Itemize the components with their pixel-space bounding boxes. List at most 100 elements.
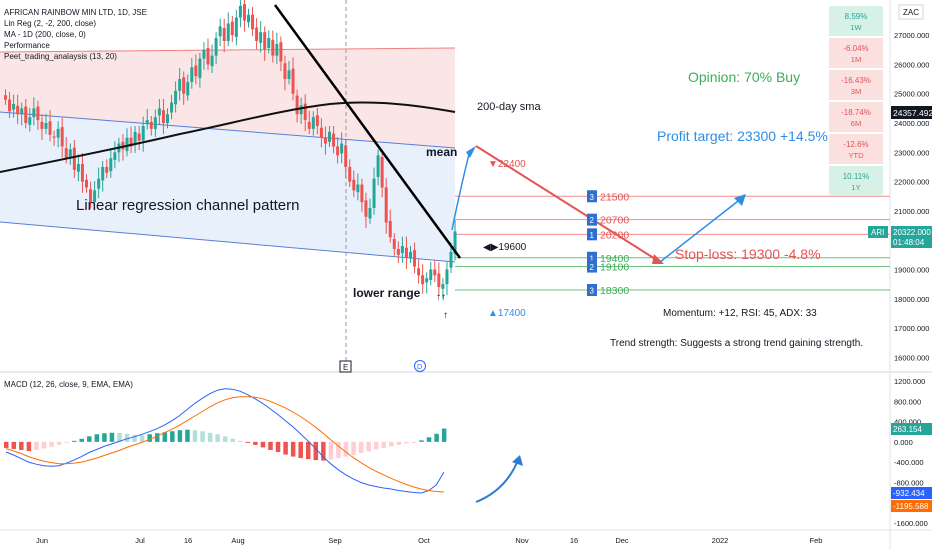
- macd-histogram-bar: [41, 441, 47, 449]
- candle-body: [89, 189, 93, 203]
- indicator-peet[interactable]: Peet_trading_analaysis (13, 20): [4, 52, 117, 61]
- macd-histogram-bar: [207, 432, 213, 442]
- macd-histogram-bar: [411, 441, 417, 443]
- price-tick-label: 16000.000: [894, 353, 929, 362]
- macd-hist-value: 263.154: [893, 425, 922, 434]
- sma-label: 200-day sma: [477, 101, 541, 113]
- macd-histogram-bar: [132, 434, 137, 442]
- macd-tick-label: -1600.000: [894, 519, 928, 528]
- candle-body: [441, 284, 445, 289]
- earnings-marker-label: E: [343, 363, 348, 372]
- resistance-value: 20700: [600, 215, 629, 227]
- candle-body: [340, 143, 344, 154]
- pivot-value: 19600: [498, 242, 526, 253]
- performance-cell: [829, 166, 883, 196]
- macd-histogram-bar: [11, 441, 17, 449]
- dividend-marker[interactable]: [414, 360, 426, 372]
- candle-body: [182, 77, 186, 94]
- macd-histogram-bar: [222, 436, 228, 442]
- candle-body: [52, 136, 56, 138]
- candle-body: [93, 190, 97, 203]
- signal-line: [5, 396, 444, 493]
- candle-body: [259, 32, 263, 43]
- momentum-label: Momentum: +12, RSI: 45, ADX: 33: [663, 308, 817, 319]
- dividend-marker-label: D: [417, 364, 422, 371]
- channel-upper-line: [0, 47, 456, 53]
- candle-body: [60, 127, 64, 147]
- low-marker-value: 17400: [498, 308, 526, 319]
- macd-histogram-bar: [94, 434, 100, 442]
- candle-body: [16, 105, 20, 115]
- candle-body: [186, 82, 190, 96]
- time-tick-label: Jul: [135, 536, 145, 545]
- candle-body: [109, 158, 113, 172]
- rebound-projection: [659, 197, 743, 263]
- trend-strength-label: Trend strength: Suggests a strong trend …: [610, 338, 863, 349]
- downtrend-line: [273, 4, 462, 259]
- macd-histogram-bar: [275, 441, 281, 452]
- indicator-performance[interactable]: Performance: [4, 41, 50, 50]
- macd-histogram-bar: [298, 441, 303, 459]
- macd-histogram-bar: [290, 441, 296, 457]
- candle-body: [295, 95, 299, 115]
- macd-histogram-bar: [71, 440, 77, 442]
- performance-period: YTD: [849, 151, 865, 160]
- candle-body: [178, 79, 182, 91]
- candle-body: [404, 247, 408, 258]
- candle-body: [384, 187, 388, 223]
- candle-body: [352, 179, 356, 191]
- macd-histogram-bar: [87, 436, 92, 442]
- candle-body: [247, 14, 250, 23]
- candle-body: [8, 99, 12, 112]
- price-tick-label: 21000.000: [894, 207, 929, 216]
- candle-body: [336, 146, 340, 156]
- candle-body: [141, 125, 145, 141]
- channel-label: Linear regression channel pattern: [76, 197, 299, 214]
- candle-body: [307, 121, 311, 129]
- candle-body: [449, 251, 453, 268]
- sma-price-tag-value: 24357.492: [893, 108, 932, 118]
- candle-body: [328, 131, 331, 142]
- currency-button[interactable]: [898, 4, 924, 20]
- symbol-tag: [868, 226, 888, 238]
- performance-period: 1W: [850, 23, 862, 32]
- macd-tick-label: 1200.000: [894, 377, 925, 386]
- fall-projection: [475, 145, 661, 263]
- performance-pct: 8.59%: [845, 12, 868, 21]
- indicator-linreg[interactable]: Lin Reg (2, -2, 200, close): [4, 19, 96, 28]
- candle-body: [48, 121, 52, 135]
- candle-body: [76, 164, 80, 172]
- price-tick-label: 18000.000: [894, 295, 929, 304]
- macd-curve-arrowhead: [512, 455, 523, 466]
- candle-body: [234, 17, 238, 37]
- performance-cell: [829, 6, 883, 36]
- macd-histogram-bar: [170, 431, 175, 442]
- earnings-marker[interactable]: [339, 360, 352, 373]
- performance-period: 3M: [851, 87, 861, 96]
- support-index-box: [587, 260, 597, 273]
- stop-loss-label: Stop-loss: 19300 -4.8%: [675, 246, 821, 262]
- candle-body: [344, 145, 348, 167]
- candle-body: [396, 248, 400, 255]
- candle-body: [299, 105, 303, 115]
- indicator-ma[interactable]: MA - 1D (200, close, 0): [4, 30, 86, 39]
- candle-body: [32, 108, 36, 118]
- performance-period: 1M: [851, 55, 861, 64]
- support-index: 2: [590, 263, 595, 272]
- macd-label[interactable]: MACD (12, 26, close, 9, EMA, EMA): [4, 380, 133, 389]
- regression-channel-upper: [0, 48, 455, 148]
- macd-tick-label: 0.000: [894, 438, 913, 447]
- macd-histogram-bar: [34, 441, 39, 450]
- macd-tick-label: -400.000: [894, 458, 924, 467]
- price-tick-label: 25000.000: [894, 90, 929, 99]
- performance-pct: -12.6%: [843, 140, 868, 149]
- time-tick-label: Aug: [231, 536, 244, 545]
- macd-histogram-bar: [404, 441, 409, 444]
- candle-body: [263, 32, 267, 50]
- time-tick-label: Nov: [515, 536, 529, 545]
- candle-body: [149, 121, 153, 129]
- candle-body: [348, 166, 352, 182]
- macd-histogram-bar: [155, 433, 160, 442]
- macd-histogram-bar: [441, 428, 447, 442]
